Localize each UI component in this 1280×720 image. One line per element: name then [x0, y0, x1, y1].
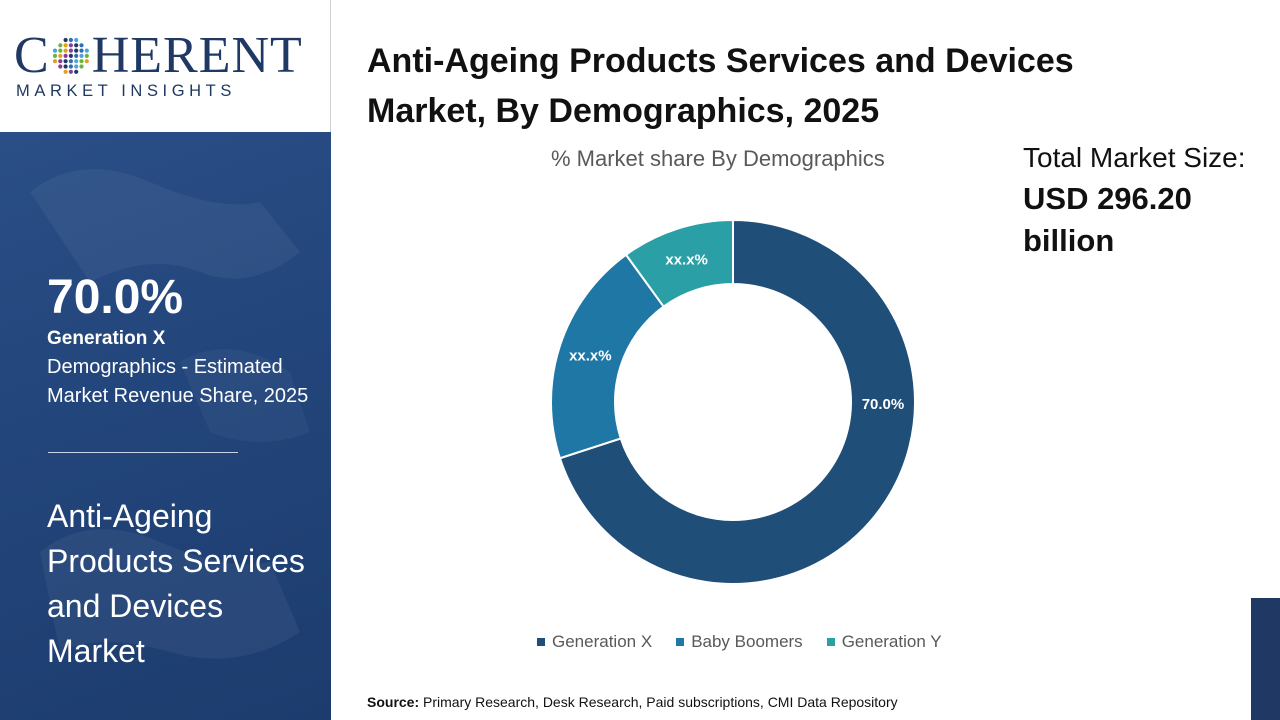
legend-swatch: [826, 638, 835, 646]
corner-accent: [1251, 598, 1280, 720]
legend-label: Baby Boomers: [691, 632, 803, 651]
total-market-label: Total Market Size:: [1023, 142, 1246, 173]
logo-wordmark: C HERENT: [14, 27, 303, 84]
chart-title: % Market share By Demographics: [551, 146, 885, 171]
globe-icon: [52, 37, 89, 74]
chart-legend: Generation X Baby Boomers Generation Y: [537, 632, 942, 652]
highlight-stat-value: 70.0%: [47, 271, 184, 324]
total-market-value: USD 296.20 billion: [1023, 181, 1192, 258]
highlight-panel: 70.0% Generation X Demographics - Estima…: [0, 132, 331, 720]
market-name: Anti-Ageing Products Services and Device…: [47, 498, 305, 669]
slice-data-label: xx.x%: [569, 348, 612, 365]
donut-slice-generation-y: [624, 218, 734, 308]
legend-label: Generation Y: [841, 632, 942, 651]
legend-item: Baby Boomers: [676, 632, 803, 652]
highlight-segment-name: Generation X: [47, 328, 166, 349]
brand-logo: C HERENT MARKET INSIGHTS: [0, 0, 331, 132]
source-note: Source: Primary Research, Desk Research,…: [367, 694, 898, 710]
page-title: Anti-Ageing Products Services and Device…: [367, 42, 1074, 130]
legend-swatch: [676, 638, 685, 646]
donut-slice-generation-x: [558, 218, 916, 585]
left-panel: C HERENT MARKET INSIGHTS 70.0% Generation…: [0, 0, 331, 720]
legend-label: Generation X: [552, 632, 653, 651]
divider: [48, 452, 238, 453]
donut-chart: 70.0% xx.x% xx.x%: [550, 218, 916, 585]
logo-tagline: MARKET INSIGHTS: [16, 82, 236, 100]
slice-data-label: 70.0%: [862, 396, 905, 413]
highlight-stat-description: Demographics - Estimated Market Revenue …: [47, 356, 309, 407]
legend-item: Generation Y: [826, 632, 942, 652]
world-map-background: [30, 169, 310, 659]
legend-swatch: [537, 638, 545, 646]
slice-data-label: xx.x%: [665, 251, 708, 268]
legend-item: Generation X: [537, 632, 652, 652]
